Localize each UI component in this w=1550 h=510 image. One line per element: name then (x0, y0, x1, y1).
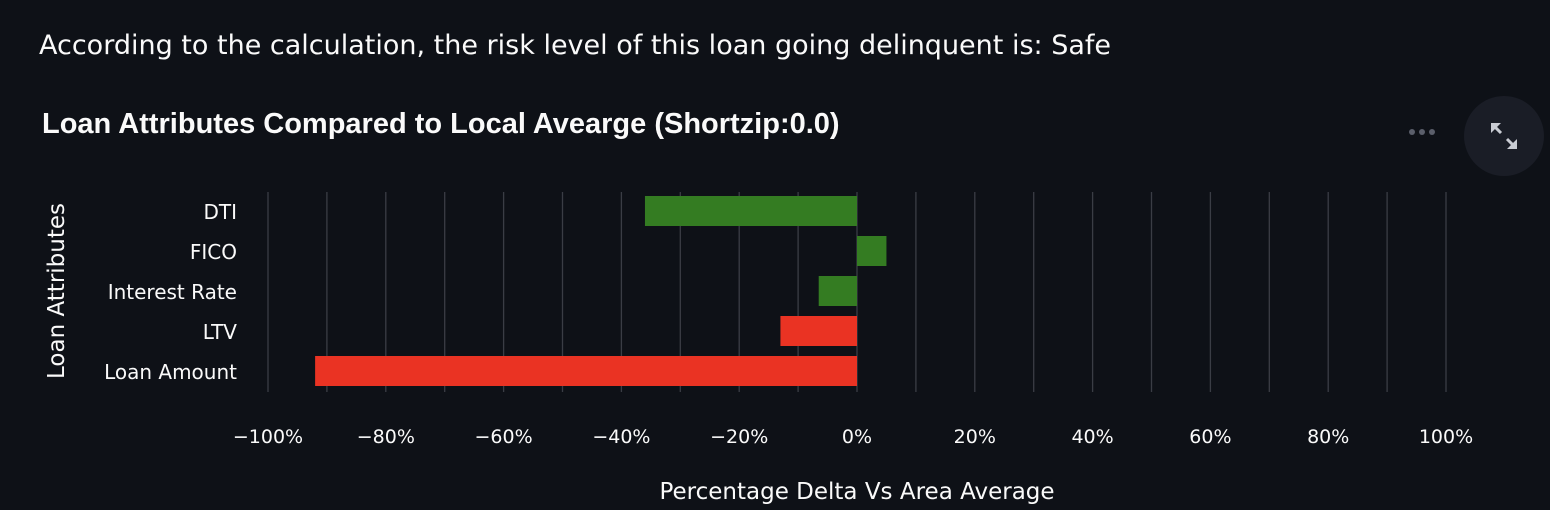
expand-arrows-icon (1490, 122, 1518, 150)
bar-dti[interactable] (644, 196, 857, 226)
bar-interest-rate[interactable] (818, 276, 857, 306)
x-tick-label: 20% (954, 426, 996, 448)
category-label: DTI (203, 200, 237, 224)
more-horizontal-icon-dot (1429, 129, 1435, 135)
bar-chart: Loan Attributes Compared to Local Avearg… (42, 108, 1473, 505)
bar-ltv[interactable] (780, 316, 857, 346)
category-labels: DTI FICO Interest Rate LTV Loan Amount (104, 200, 237, 384)
fullscreen-button[interactable] (1464, 96, 1544, 176)
x-tick-label: 100% (1419, 426, 1473, 448)
x-tick-label: −60% (475, 426, 533, 448)
category-label: Interest Rate (108, 280, 237, 304)
more-horizontal-icon (1409, 129, 1415, 135)
x-tick-label: 60% (1189, 426, 1231, 448)
x-axis-title: Percentage Delta Vs Area Average (659, 479, 1054, 505)
x-tick-label: −100% (233, 426, 303, 448)
y-axis-title: Loan Attributes (44, 203, 70, 379)
x-tick-labels: −100% −80% −60% −40% −20% 0% 20% 40% 60% 80% 100% (233, 426, 1473, 448)
category-label: Loan Amount (104, 360, 237, 384)
more-horizontal-icon-dot (1419, 129, 1425, 135)
chart-title: Loan Attributes Compared to Local Avearg… (42, 108, 840, 140)
x-tick-label: 80% (1307, 426, 1349, 448)
chart-toolbar (1400, 96, 1550, 176)
x-tick-label: 40% (1071, 426, 1113, 448)
x-tick-label: −40% (592, 426, 650, 448)
x-tick-label: −80% (357, 426, 415, 448)
risk-level-message: According to the calculation, the risk l… (39, 30, 1111, 61)
category-label: FICO (190, 240, 237, 264)
x-tick-label: −20% (710, 426, 768, 448)
bar-fico[interactable] (857, 236, 887, 266)
more-options-button[interactable] (1400, 118, 1444, 146)
bar-loan-amount[interactable] (315, 356, 857, 386)
x-tick-label: 0% (842, 426, 872, 448)
category-label: LTV (203, 320, 238, 344)
bars (315, 196, 887, 386)
chart-container: Loan Attributes Compared to Local Avearg… (0, 90, 1550, 510)
